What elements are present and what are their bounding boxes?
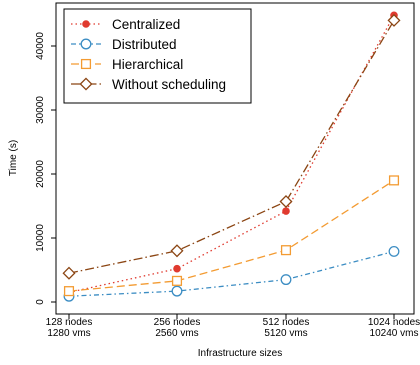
data-point bbox=[63, 286, 75, 297]
series-distributed bbox=[63, 245, 400, 302]
data-point bbox=[282, 207, 290, 215]
y-tick-label: 40000 bbox=[35, 32, 46, 60]
data-point bbox=[280, 245, 292, 256]
y-tick-label: 30000 bbox=[35, 96, 46, 124]
plot-frame bbox=[55, 2, 415, 315]
legend-label: Distributed bbox=[112, 37, 177, 52]
y-axis-title: Time (s) bbox=[8, 140, 19, 176]
x-tick-label: 1280 vms bbox=[47, 328, 90, 339]
x-tick-label: 1024 nodes bbox=[368, 317, 420, 328]
data-point bbox=[171, 285, 183, 297]
legend-entry: Distributed bbox=[71, 37, 177, 52]
y-axis: 0 10000 20000 30000 40000 bbox=[35, 32, 56, 305]
data-point bbox=[388, 175, 400, 186]
x-axis-title: Infrastructure sizes bbox=[198, 348, 282, 359]
series-line bbox=[68, 14, 395, 294]
legend-marker bbox=[79, 77, 93, 91]
x-tick-label: 512 nodes bbox=[263, 317, 310, 328]
series-hierarchical bbox=[63, 175, 400, 297]
series-line bbox=[68, 250, 395, 297]
y-tick-label: 10000 bbox=[35, 224, 46, 252]
legend: Centralized Distributed Hierarchical Withou… bbox=[63, 8, 252, 104]
series-without-scheduling bbox=[62, 13, 401, 280]
legend-marker bbox=[82, 20, 90, 28]
y-tick-label: 20000 bbox=[35, 160, 46, 188]
legend-marker bbox=[80, 58, 92, 70]
data-point bbox=[170, 244, 184, 258]
y-tick-label: 0 bbox=[35, 299, 46, 305]
legend-label: Without scheduling bbox=[112, 77, 226, 92]
legend-marker bbox=[80, 38, 92, 50]
series-line bbox=[68, 20, 395, 274]
legend-box bbox=[63, 8, 252, 104]
legend-label: Centralized bbox=[112, 17, 180, 32]
legend-label: Hierarchical bbox=[112, 57, 183, 72]
data-point bbox=[62, 266, 76, 280]
data-point bbox=[171, 275, 183, 286]
legend-entry: Without scheduling bbox=[71, 77, 226, 92]
series-line bbox=[68, 179, 395, 292]
data-point bbox=[280, 274, 292, 286]
legend-entry: Hierarchical bbox=[71, 57, 183, 72]
x-tick-label: 10240 vms bbox=[370, 328, 419, 339]
x-tick-label: 128 nodes bbox=[46, 317, 93, 328]
x-tick-label: 2560 vms bbox=[155, 328, 198, 339]
data-point bbox=[173, 264, 181, 273]
x-tick-label: 5120 vms bbox=[264, 328, 307, 339]
data-point bbox=[388, 245, 400, 257]
legend-entry: Centralized bbox=[71, 17, 180, 32]
x-tick-label: 256 nodes bbox=[154, 317, 201, 328]
data-point bbox=[279, 195, 293, 209]
series-layer bbox=[62, 11, 401, 302]
data-point bbox=[387, 13, 401, 27]
